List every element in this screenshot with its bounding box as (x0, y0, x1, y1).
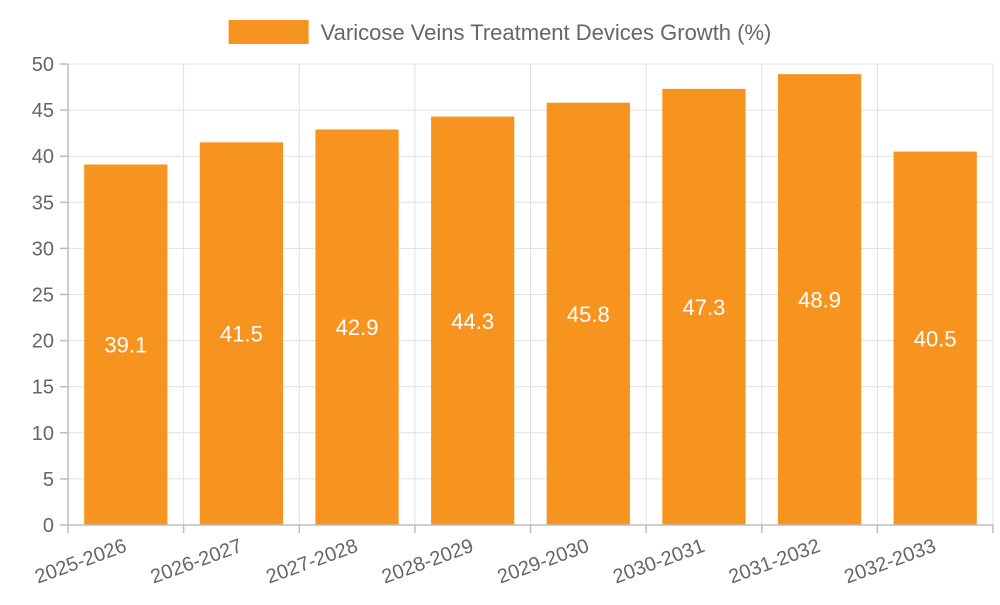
bar-2030-2031[interactable] (662, 88, 746, 526)
x-tick-label: 2025-2026 (32, 535, 129, 588)
bar-2026-2027[interactable] (199, 142, 284, 525)
bar-value-label: 44.3 (451, 309, 494, 334)
bar-value-label: 41.5 (220, 322, 263, 347)
x-tick-label: 2029-2030 (495, 535, 592, 588)
x-tick-label: 2027-2028 (263, 535, 360, 588)
y-tick-label: 25 (32, 285, 54, 307)
x-tick-label: 2031-2032 (726, 535, 823, 588)
data-labels: 39.1 41.5 42.9 44.3 45.8 47.3 48.9 40.5 (104, 288, 956, 358)
y-tick-label: 20 (32, 331, 54, 353)
y-tick-label: 0 (43, 515, 54, 537)
y-tick-label: 5 (43, 469, 54, 491)
bar-value-label: 40.5 (914, 326, 957, 351)
bars (84, 74, 977, 526)
bar-2025-2026[interactable] (84, 164, 168, 526)
y-tick-label: 30 (32, 238, 54, 260)
x-tick-label: 2030-2031 (610, 535, 707, 588)
legend[interactable]: Varicose Veins Treatment Devices Growth … (228, 20, 772, 45)
bar-2032-2033[interactable] (893, 151, 977, 525)
x-tick-label: 2026-2027 (148, 535, 245, 588)
y-tick-label: 15 (32, 377, 54, 399)
x-tick-label: 2028-2029 (379, 535, 476, 588)
bar-value-label: 45.8 (567, 302, 610, 327)
y-tick-label: 40 (32, 146, 54, 168)
bar-value-label: 39.1 (104, 333, 147, 358)
bar-value-label: 48.9 (798, 288, 841, 313)
y-tick-label: 45 (32, 100, 54, 122)
y-tick-label: 35 (32, 192, 54, 214)
bar-value-label: 42.9 (336, 315, 379, 340)
y-tick-label: 10 (32, 423, 54, 445)
bar-2029-2030[interactable] (546, 102, 630, 525)
x-tick-label: 2032-2033 (841, 535, 938, 588)
bar-value-label: 47.3 (683, 295, 726, 320)
legend-swatch (228, 20, 309, 44)
y-tick-label: 50 (32, 54, 54, 76)
legend-label: Varicose Veins Treatment Devices Growth … (321, 20, 772, 45)
bar-2031-2032[interactable] (777, 74, 862, 525)
bar-2027-2028[interactable] (315, 129, 399, 525)
bar-2028-2029[interactable] (431, 116, 515, 525)
